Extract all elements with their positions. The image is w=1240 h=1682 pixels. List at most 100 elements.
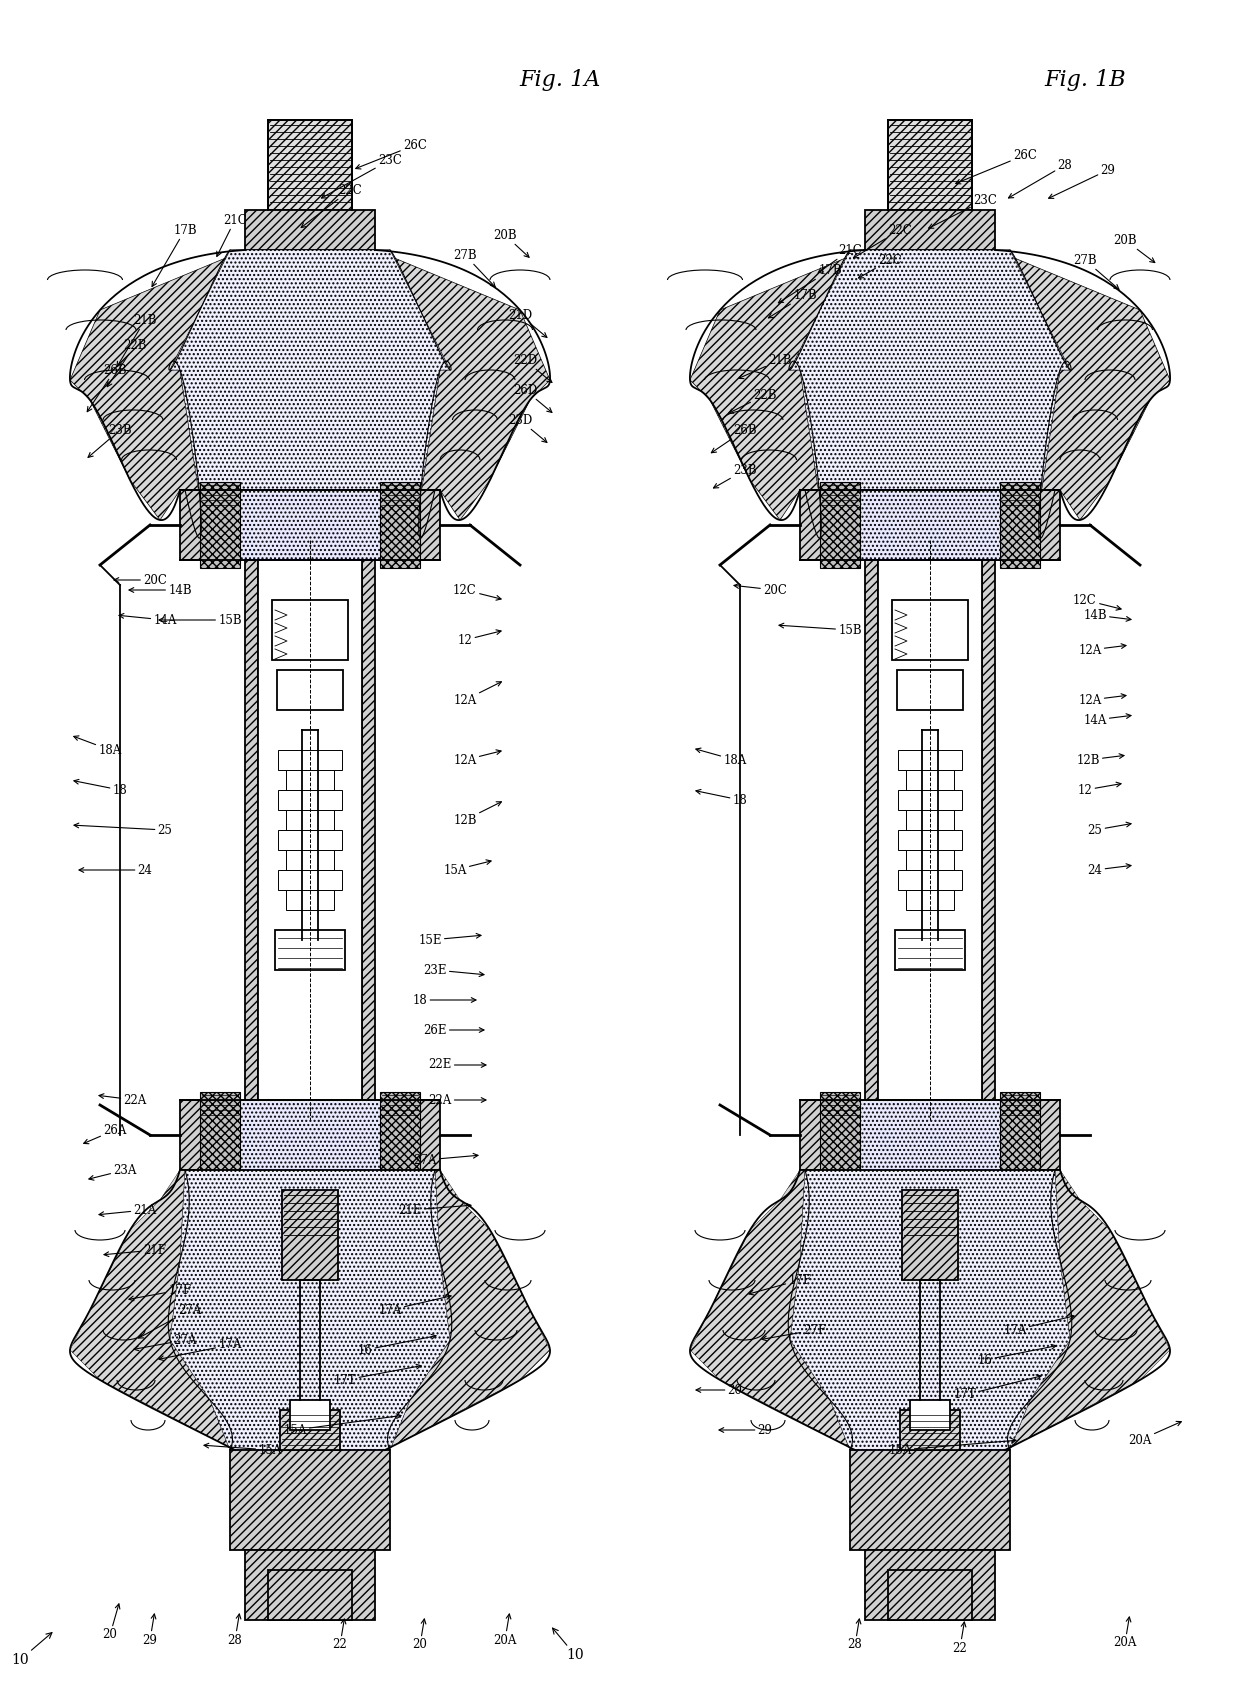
Bar	[278, 829, 342, 849]
Bar	[277, 669, 343, 710]
Bar	[910, 1399, 950, 1430]
Text: 17A: 17A	[159, 1339, 242, 1361]
Text: 27A: 27A	[134, 1334, 197, 1351]
Text: 17F: 17F	[749, 1273, 811, 1295]
Bar	[900, 1410, 960, 1450]
Polygon shape	[69, 1171, 236, 1450]
Bar	[866, 210, 994, 251]
Bar	[820, 1092, 861, 1177]
Bar	[820, 483, 861, 569]
Bar	[849, 1450, 1011, 1551]
Polygon shape	[384, 1171, 551, 1450]
Bar	[898, 829, 962, 849]
Bar	[229, 1450, 391, 1551]
Text: 17F: 17F	[129, 1283, 191, 1300]
Text: 20: 20	[696, 1384, 743, 1396]
Text: 15A: 15A	[444, 860, 491, 876]
Bar	[180, 489, 440, 560]
Text: 12A: 12A	[1079, 644, 1126, 656]
Text: 26B: 26B	[712, 424, 756, 452]
Text: 12: 12	[1078, 782, 1121, 797]
Bar	[200, 483, 241, 569]
Text: 21D: 21D	[508, 308, 547, 338]
Text: 16: 16	[977, 1344, 1056, 1366]
Bar	[200, 1092, 241, 1177]
Text: 29: 29	[719, 1423, 773, 1436]
Bar	[278, 870, 342, 890]
Text: 20A: 20A	[1128, 1421, 1182, 1447]
Text: 21B: 21B	[739, 353, 792, 378]
Bar	[272, 600, 348, 659]
Bar	[379, 483, 420, 569]
Text: 21C: 21C	[818, 244, 862, 272]
Bar	[286, 770, 334, 791]
Text: 26C: 26C	[356, 138, 427, 168]
Bar	[286, 890, 334, 910]
Bar	[362, 560, 374, 1100]
Bar	[278, 791, 342, 811]
Text: 15A: 15A	[283, 1415, 401, 1436]
Bar	[999, 483, 1040, 569]
Text: 20C: 20C	[114, 574, 167, 587]
Text: 27A: 27A	[413, 1154, 477, 1167]
Polygon shape	[790, 1171, 1070, 1450]
Bar	[281, 1189, 339, 1280]
Text: 22A: 22A	[428, 1093, 486, 1107]
Text: 22C: 22C	[858, 254, 901, 278]
Text: 24: 24	[1087, 863, 1131, 876]
Text: 26E: 26E	[423, 1024, 484, 1036]
Text: Fig. 1B: Fig. 1B	[1044, 69, 1126, 91]
Bar	[268, 1569, 352, 1620]
Text: 26A: 26A	[83, 1124, 126, 1144]
Bar	[258, 560, 362, 1100]
Text: 26C: 26C	[956, 148, 1037, 183]
Text: 23A: 23A	[89, 1164, 136, 1181]
Bar	[246, 1551, 374, 1620]
Text: 17B: 17B	[153, 224, 197, 286]
Polygon shape	[170, 1171, 450, 1450]
Text: 10: 10	[553, 1628, 584, 1662]
Text: 22B: 22B	[729, 389, 776, 414]
Text: 22: 22	[952, 1621, 967, 1655]
Text: 23C: 23C	[929, 193, 997, 229]
Bar	[897, 669, 963, 710]
Bar	[892, 600, 968, 659]
Bar	[290, 1399, 330, 1430]
Text: 22D: 22D	[513, 353, 552, 382]
Text: 24: 24	[79, 863, 153, 876]
Text: 15B: 15B	[779, 624, 862, 636]
Polygon shape	[994, 251, 1021, 279]
Text: 28: 28	[228, 1615, 242, 1647]
Bar	[800, 1100, 1060, 1171]
Text: 27F: 27F	[761, 1324, 827, 1341]
Bar	[246, 560, 258, 1100]
Text: 16: 16	[357, 1334, 436, 1356]
Text: 20B: 20B	[494, 229, 529, 257]
Bar	[999, 1092, 1040, 1177]
Text: 29: 29	[1049, 163, 1116, 198]
Text: 20: 20	[413, 1620, 428, 1652]
Bar	[800, 489, 1060, 560]
Text: 27A: 27A	[139, 1304, 202, 1339]
Bar	[200, 1100, 420, 1171]
Text: 17T: 17T	[954, 1374, 1042, 1401]
Text: 17B: 17B	[769, 289, 817, 318]
Text: 22C: 22C	[853, 224, 911, 257]
Text: 29: 29	[143, 1615, 157, 1647]
Text: 20A: 20A	[1114, 1616, 1137, 1650]
Bar	[379, 1092, 420, 1177]
Text: 25: 25	[74, 822, 172, 836]
Text: 22E: 22E	[428, 1058, 486, 1071]
Text: 12: 12	[458, 629, 501, 646]
Polygon shape	[374, 251, 401, 279]
Text: 20B: 20B	[1114, 234, 1154, 262]
Bar	[888, 119, 972, 210]
Text: 28: 28	[848, 1620, 862, 1652]
Polygon shape	[1004, 1171, 1171, 1450]
Bar	[906, 811, 954, 829]
Text: 12A: 12A	[1079, 693, 1126, 706]
Polygon shape	[689, 251, 866, 520]
Bar	[275, 930, 345, 971]
Text: 23E: 23E	[423, 964, 484, 977]
Bar	[866, 1551, 994, 1620]
